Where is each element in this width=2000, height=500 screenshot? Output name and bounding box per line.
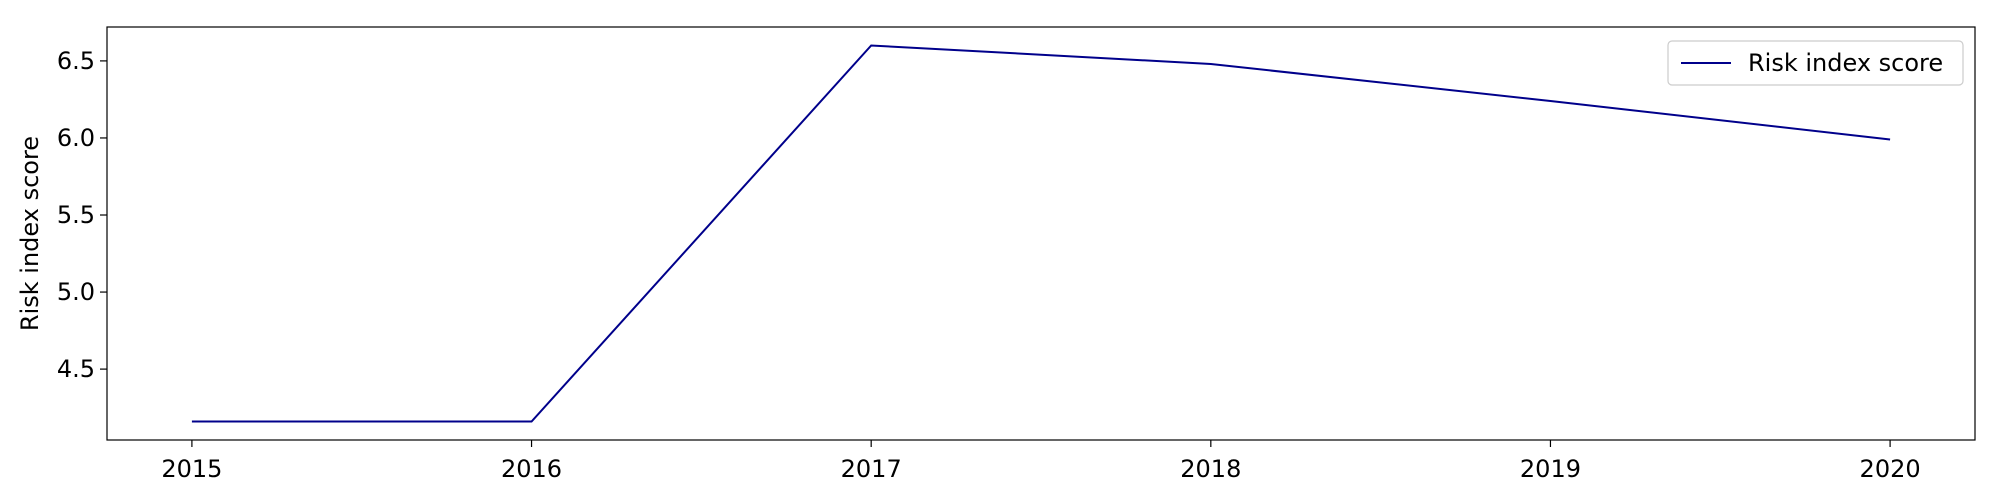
x-tick-label: 2018 bbox=[1180, 455, 1241, 483]
x-tick-label: 2019 bbox=[1520, 455, 1581, 483]
y-tick-label: 4.5 bbox=[57, 355, 95, 383]
x-tick-label: 2015 bbox=[161, 455, 222, 483]
y-tick-label: 5.5 bbox=[57, 201, 95, 229]
x-tick-label: 2016 bbox=[501, 455, 562, 483]
x-tick-label: 2020 bbox=[1860, 455, 1921, 483]
plot-area-frame bbox=[106, 26, 1976, 441]
x-axis-ticks: 2015 2016 2017 2018 2019 2020 bbox=[161, 440, 1921, 483]
y-tick-label: 6.5 bbox=[57, 47, 95, 75]
y-axis-ticks: 4.5 5.0 5.5 6.0 6.5 bbox=[57, 47, 107, 383]
y-tick-label: 5.0 bbox=[57, 278, 95, 306]
series-line-0 bbox=[191, 44, 1891, 423]
series-layer bbox=[191, 44, 1891, 423]
y-axis-label: Risk index score bbox=[16, 136, 44, 331]
legend: Risk index score bbox=[1667, 40, 1964, 86]
legend-box bbox=[1667, 40, 1964, 86]
x-tick-label: 2017 bbox=[841, 455, 902, 483]
legend-entry-label: Risk index score bbox=[1748, 49, 1943, 77]
y-tick-label: 6.0 bbox=[57, 124, 95, 152]
